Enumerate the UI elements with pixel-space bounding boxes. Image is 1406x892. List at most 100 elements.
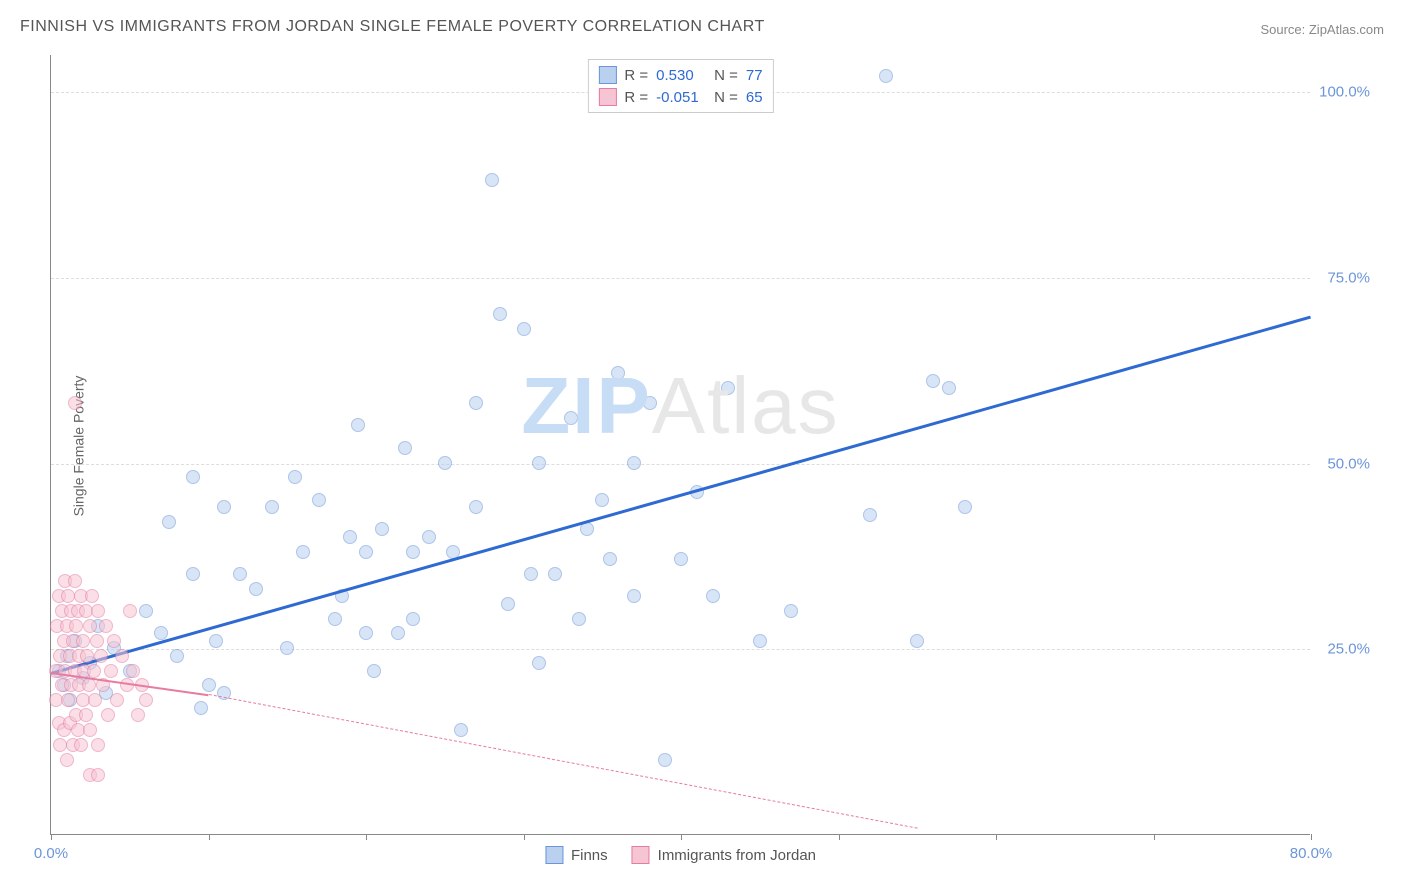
- watermark-zip: ZIP: [521, 361, 651, 450]
- legend-label-jordan: Immigrants from Jordan: [658, 847, 816, 864]
- data-point: [753, 634, 767, 648]
- data-point: [110, 693, 124, 707]
- data-point: [501, 597, 515, 611]
- data-point: [126, 664, 140, 678]
- data-point: [658, 753, 672, 767]
- data-point: [99, 619, 113, 633]
- data-point: [88, 693, 102, 707]
- swatch-jordan: [598, 88, 616, 106]
- data-point: [83, 723, 97, 737]
- data-point: [469, 500, 483, 514]
- data-point: [94, 649, 108, 663]
- stats-row-jordan: R = -0.051 N = 65: [598, 86, 762, 108]
- source-link[interactable]: ZipAtlas.com: [1309, 22, 1384, 37]
- y-tick-label: 100.0%: [1319, 84, 1370, 101]
- n-value-0: 77: [746, 67, 763, 84]
- gridline: [51, 278, 1310, 279]
- data-point: [879, 69, 893, 83]
- data-point: [296, 545, 310, 559]
- data-point: [351, 418, 365, 432]
- data-point: [485, 173, 499, 187]
- data-point: [958, 500, 972, 514]
- data-point: [375, 522, 389, 536]
- x-tick: [209, 834, 210, 840]
- data-point: [422, 530, 436, 544]
- data-point: [359, 626, 373, 640]
- data-point: [186, 567, 200, 581]
- data-point: [131, 708, 145, 722]
- data-point: [611, 366, 625, 380]
- data-point: [91, 768, 105, 782]
- data-point: [107, 634, 121, 648]
- data-point: [627, 589, 641, 603]
- data-point: [524, 567, 538, 581]
- n-value-1: 65: [746, 89, 763, 106]
- data-point: [532, 456, 546, 470]
- data-point: [564, 411, 578, 425]
- data-point: [910, 634, 924, 648]
- trend-line: [51, 315, 1312, 674]
- x-tick: [524, 834, 525, 840]
- data-point: [406, 612, 420, 626]
- data-point: [312, 493, 326, 507]
- y-tick-label: 25.0%: [1327, 641, 1370, 658]
- data-point: [359, 545, 373, 559]
- x-tick: [1154, 834, 1155, 840]
- data-point: [139, 604, 153, 618]
- data-point: [643, 396, 657, 410]
- data-point: [517, 322, 531, 336]
- legend-item-finns: Finns: [545, 846, 608, 864]
- watermark-atlas: Atlas: [652, 361, 840, 450]
- data-point: [101, 708, 115, 722]
- series-legend: Finns Immigrants from Jordan: [545, 846, 816, 864]
- source-prefix: Source:: [1260, 22, 1308, 37]
- data-point: [469, 396, 483, 410]
- legend-item-jordan: Immigrants from Jordan: [632, 846, 816, 864]
- r-value-1: -0.051: [656, 89, 706, 106]
- source-attribution: Source: ZipAtlas.com: [1260, 22, 1384, 37]
- data-point: [454, 723, 468, 737]
- data-point: [265, 500, 279, 514]
- data-point: [69, 619, 83, 633]
- data-point: [123, 604, 137, 618]
- x-tick: [839, 834, 840, 840]
- data-point: [328, 612, 342, 626]
- data-point: [60, 753, 74, 767]
- data-point: [784, 604, 798, 618]
- data-point: [115, 649, 129, 663]
- data-point: [249, 582, 263, 596]
- data-point: [139, 693, 153, 707]
- data-point: [595, 493, 609, 507]
- r-label-1: R =: [624, 89, 648, 106]
- data-point: [68, 574, 82, 588]
- r-value-0: 0.530: [656, 67, 706, 84]
- chart-title: FINNISH VS IMMIGRANTS FROM JORDAN SINGLE…: [20, 18, 765, 36]
- data-point: [288, 470, 302, 484]
- data-point: [406, 545, 420, 559]
- data-point: [280, 641, 294, 655]
- data-point: [217, 500, 231, 514]
- legend-swatch-finns: [545, 846, 563, 864]
- data-point: [202, 678, 216, 692]
- data-point: [76, 634, 90, 648]
- data-point: [706, 589, 720, 603]
- legend-swatch-jordan: [632, 846, 650, 864]
- data-point: [548, 567, 562, 581]
- x-tick-label: 80.0%: [1290, 845, 1333, 862]
- data-point: [104, 664, 118, 678]
- data-point: [91, 738, 105, 752]
- n-label-1: N =: [714, 89, 738, 106]
- stats-legend: R = 0.530 N = 77 R = -0.051 N = 65: [587, 59, 773, 113]
- data-point: [82, 678, 96, 692]
- data-point: [170, 649, 184, 663]
- x-tick-label: 0.0%: [34, 845, 68, 862]
- gridline: [51, 464, 1310, 465]
- x-tick: [366, 834, 367, 840]
- y-tick-label: 50.0%: [1327, 455, 1370, 472]
- data-point: [61, 693, 75, 707]
- data-point: [85, 589, 99, 603]
- x-tick: [681, 834, 682, 840]
- stats-row-finns: R = 0.530 N = 77: [598, 64, 762, 86]
- data-point: [194, 701, 208, 715]
- data-point: [942, 381, 956, 395]
